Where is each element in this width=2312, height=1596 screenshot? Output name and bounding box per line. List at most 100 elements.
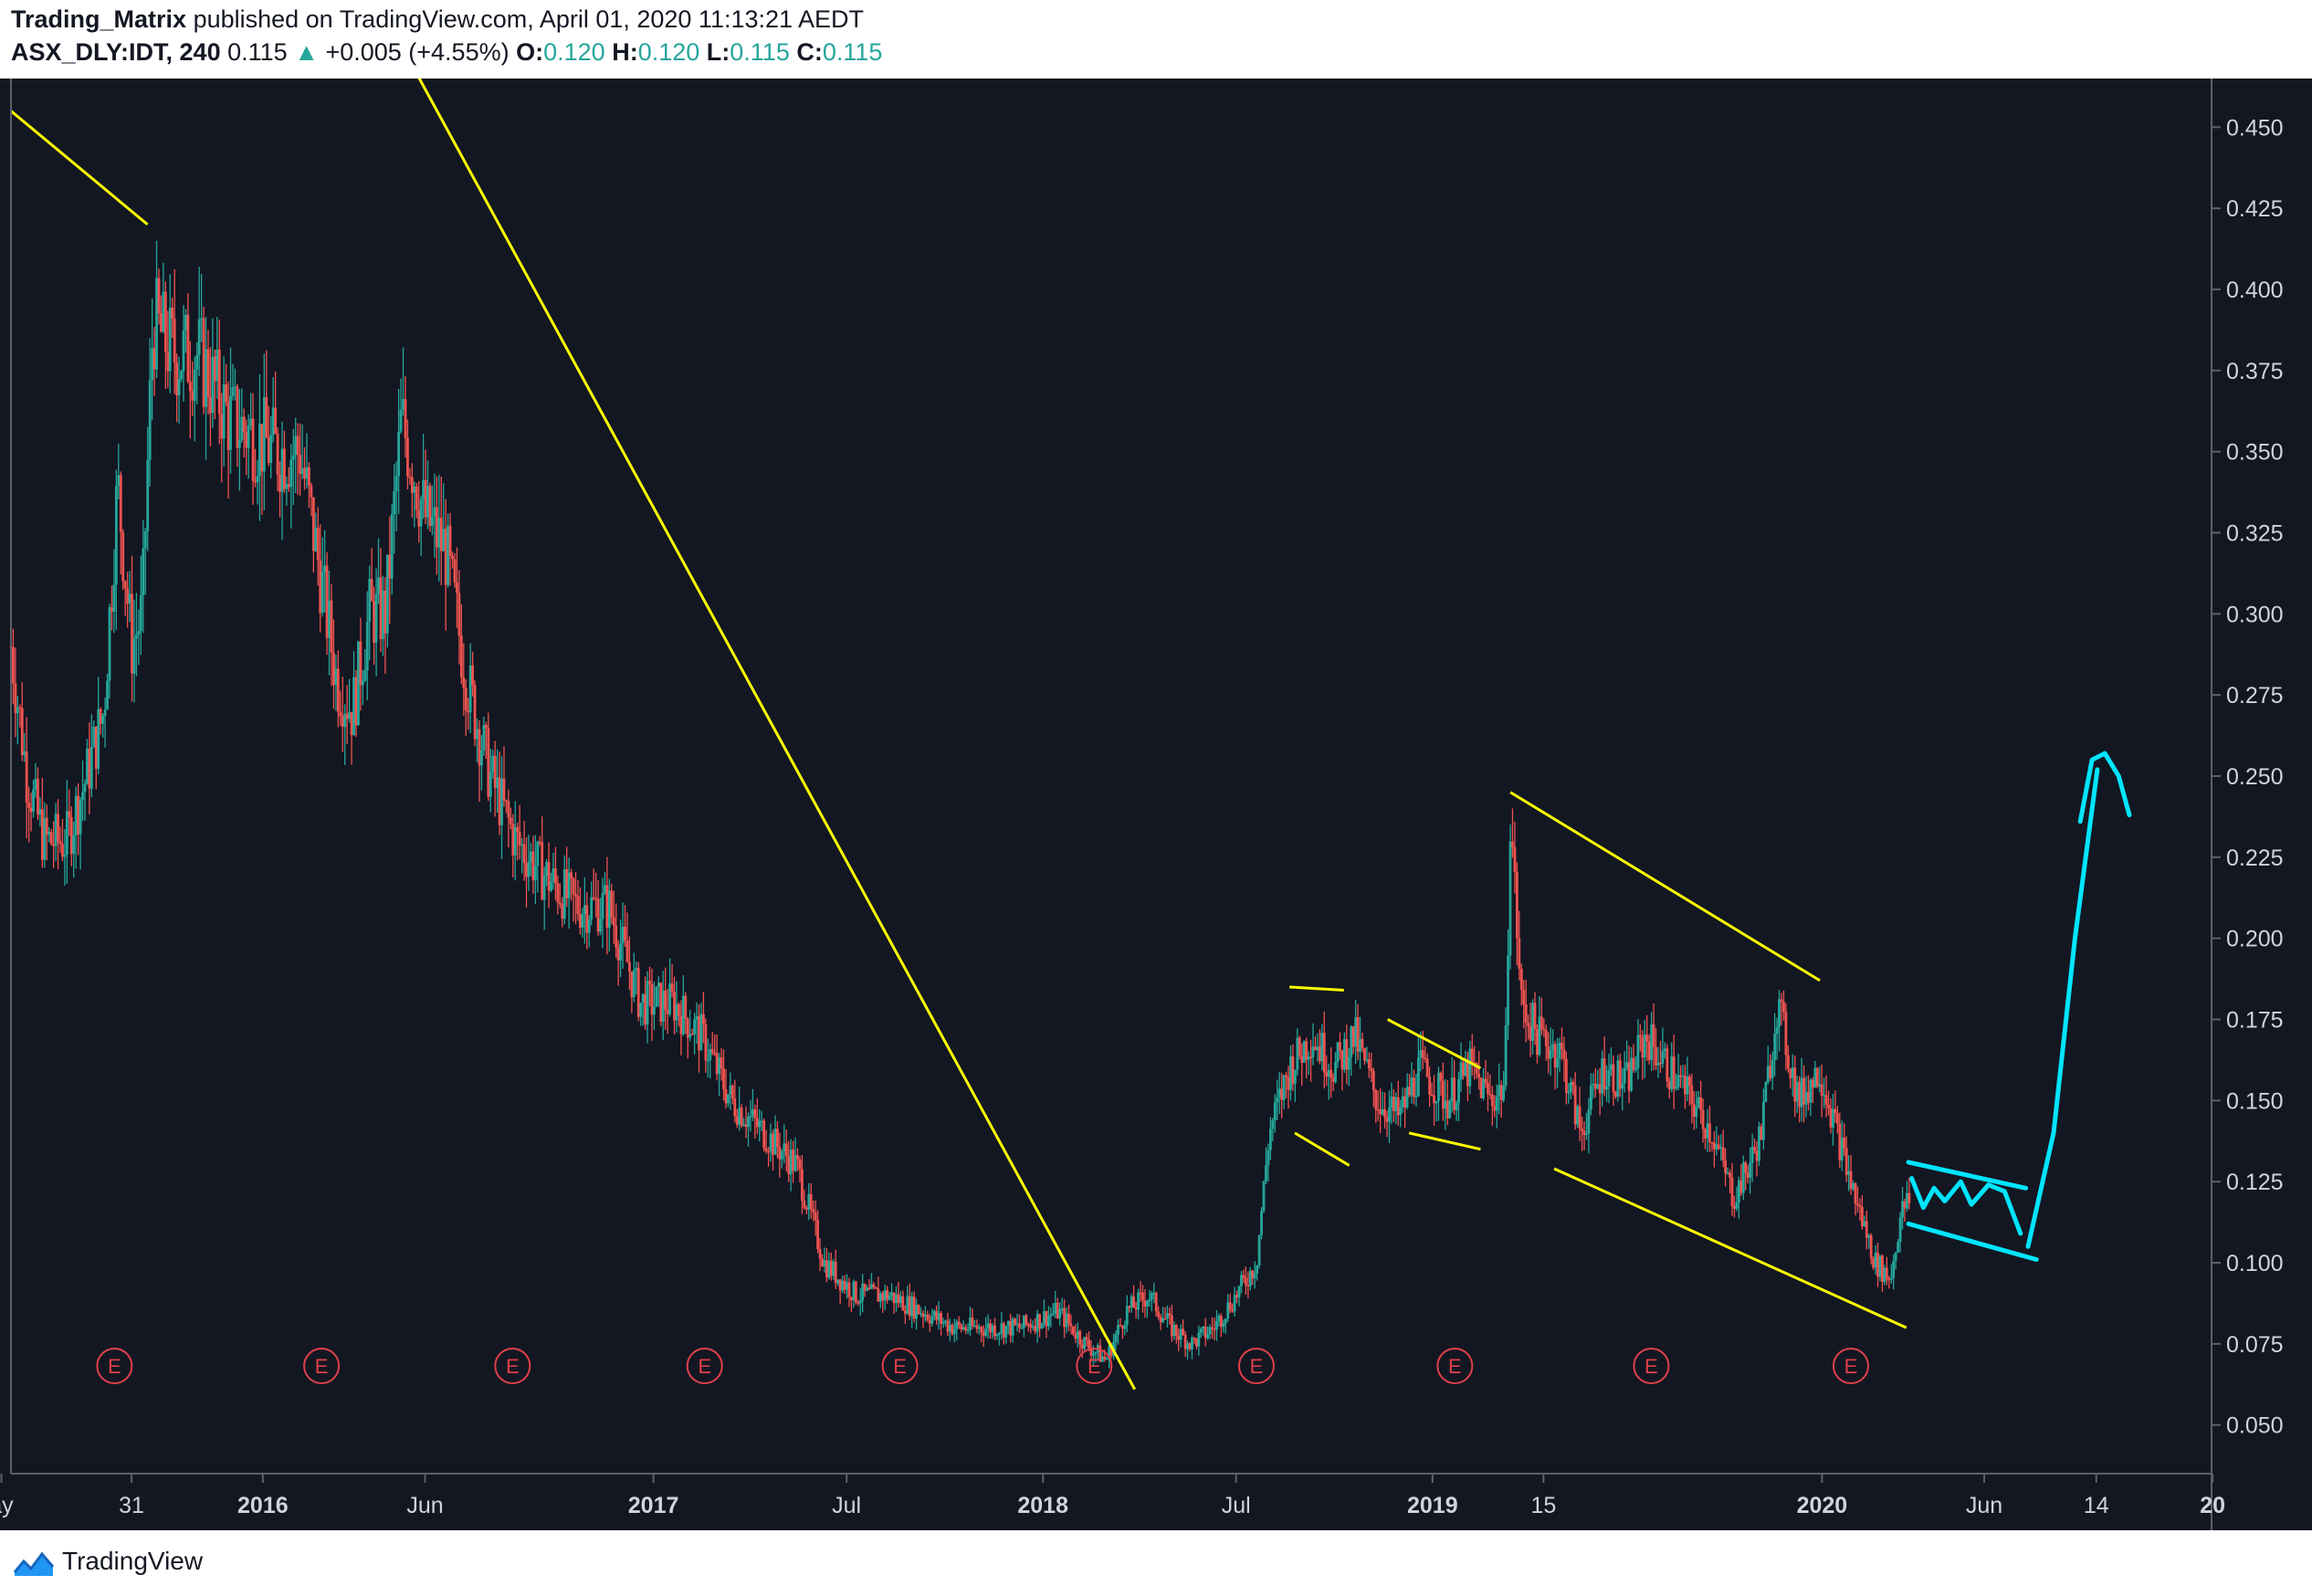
projection-consolidation-wave[interactable] (1909, 1176, 2023, 1236)
candle-body (995, 1334, 999, 1337)
candle-body (1618, 1060, 1622, 1089)
candle-body (394, 476, 398, 491)
candle-body (1302, 1041, 1306, 1063)
candle-body (1154, 1293, 1158, 1312)
projection-drawings[interactable] (1906, 751, 2132, 1262)
earnings-marker[interactable] (1237, 1348, 1275, 1384)
candle-body (226, 401, 230, 450)
candle-body (1011, 1318, 1014, 1336)
candle-body (493, 755, 497, 788)
projection-channel-upper[interactable] (1906, 1160, 2029, 1191)
earnings-marker[interactable] (303, 1348, 341, 1384)
earnings-marker[interactable] (881, 1348, 919, 1384)
candle-body (1782, 1002, 1785, 1013)
candle-body (518, 831, 521, 845)
candle-body (1098, 1345, 1102, 1362)
candle-body (399, 409, 403, 432)
candle-body (780, 1150, 783, 1160)
candle-body (940, 1312, 942, 1324)
candle-body (590, 897, 594, 920)
trendline-drawings[interactable] (10, 79, 1907, 1391)
candle-body (541, 842, 544, 900)
candle-body (886, 1290, 889, 1300)
price-chart[interactable]: E E E E E E E E E E 0.450 0.425 0.400 0.375 0.350 0.32… (0, 79, 2312, 1530)
yellow-trendline[interactable] (1294, 1131, 1350, 1167)
yellow-trendline[interactable] (1387, 1018, 1482, 1070)
yellow-trendline[interactable] (1553, 1167, 1907, 1329)
candle-body (1906, 1192, 1908, 1209)
earnings-marker[interactable] (1076, 1348, 1113, 1384)
candle-body (520, 844, 524, 846)
candle-body (1277, 1088, 1281, 1097)
yellow-trendline[interactable] (1289, 985, 1344, 992)
tradingview-brand[interactable]: TradingView (62, 1547, 204, 1575)
candle-body (787, 1156, 791, 1174)
candle-body (1549, 1049, 1552, 1059)
candle-body (168, 307, 172, 372)
candle-body (1385, 1117, 1389, 1122)
candle-body (1092, 1352, 1095, 1356)
candle-body (1791, 1067, 1794, 1078)
candle-body (1823, 1095, 1826, 1097)
yellow-trendline[interactable] (1408, 1131, 1481, 1151)
price-tick-label: 0.300 (2226, 602, 2284, 627)
candle-body (783, 1143, 786, 1151)
projection-channel-lower[interactable] (1906, 1221, 2039, 1262)
candle-body (69, 816, 73, 855)
candle-body (1260, 1211, 1263, 1235)
time-axis[interactable]: ay 31 2016 Jun 2017 Jul 2018 Jul 2019 15 2020 Jun 14… (0, 1474, 2225, 1518)
candle-body (567, 872, 571, 898)
candle-body (1881, 1255, 1884, 1283)
candle-body (875, 1287, 878, 1289)
earnings-marker[interactable] (1436, 1348, 1474, 1384)
candle-body (1818, 1084, 1822, 1087)
candle-body (980, 1327, 983, 1333)
candle-body (1316, 1046, 1319, 1051)
candle-body (271, 407, 275, 436)
candle-body (1444, 1100, 1447, 1109)
earnings-marker[interactable] (686, 1348, 723, 1384)
yellow-trendline[interactable] (417, 79, 1137, 1391)
yellow-trendline[interactable] (10, 110, 149, 226)
projection-arrow-shaft[interactable] (2025, 767, 2100, 1249)
candle-body (704, 1024, 708, 1061)
candle-body (240, 416, 244, 440)
candle-body (838, 1279, 842, 1291)
candle-body (852, 1281, 856, 1301)
candle-body (762, 1120, 766, 1149)
author-name[interactable]: Trading_Matrix (11, 5, 187, 33)
candle-body (846, 1282, 848, 1290)
projection-arrow-head[interactable] (2077, 751, 2132, 824)
candle-body (467, 710, 470, 713)
candle-body (1351, 1026, 1355, 1047)
earnings-marker-label: E (1448, 1355, 1462, 1378)
candle-body (986, 1323, 990, 1329)
candle-body (1379, 1109, 1382, 1115)
candle-body (1802, 1077, 1805, 1105)
earnings-marker[interactable] (1633, 1348, 1670, 1384)
earnings-marker[interactable] (494, 1348, 531, 1384)
candle-body (912, 1297, 916, 1319)
candle-body (747, 1116, 750, 1128)
candle-body (1109, 1346, 1113, 1357)
candle-body (1508, 841, 1512, 956)
candle-body (596, 898, 600, 932)
candle-body (363, 670, 367, 681)
candle-body (1383, 1108, 1386, 1118)
yellow-trendline[interactable] (1509, 791, 1821, 982)
price-tick-label: 0.350 (2226, 440, 2284, 466)
candle-body (1046, 1316, 1050, 1327)
candle-body (1737, 1180, 1740, 1203)
candle-body (1183, 1334, 1187, 1349)
candle-body (969, 1317, 972, 1330)
symbol-interval[interactable]: ASX_DLY:IDT, 240 (11, 38, 221, 66)
earnings-marker[interactable] (1832, 1348, 1869, 1384)
candle-body (803, 1201, 806, 1208)
candle-body (1687, 1076, 1691, 1086)
tradingview-logo-icon[interactable] (13, 1549, 57, 1578)
earnings-marker[interactable] (96, 1348, 133, 1384)
candle-body (1582, 1130, 1586, 1136)
candle-body (1163, 1318, 1167, 1320)
price-axis[interactable]: 0.450 0.425 0.400 0.375 0.350 0.325 0.300 0.275… (2212, 115, 2284, 1439)
candle-body (1764, 1082, 1768, 1102)
